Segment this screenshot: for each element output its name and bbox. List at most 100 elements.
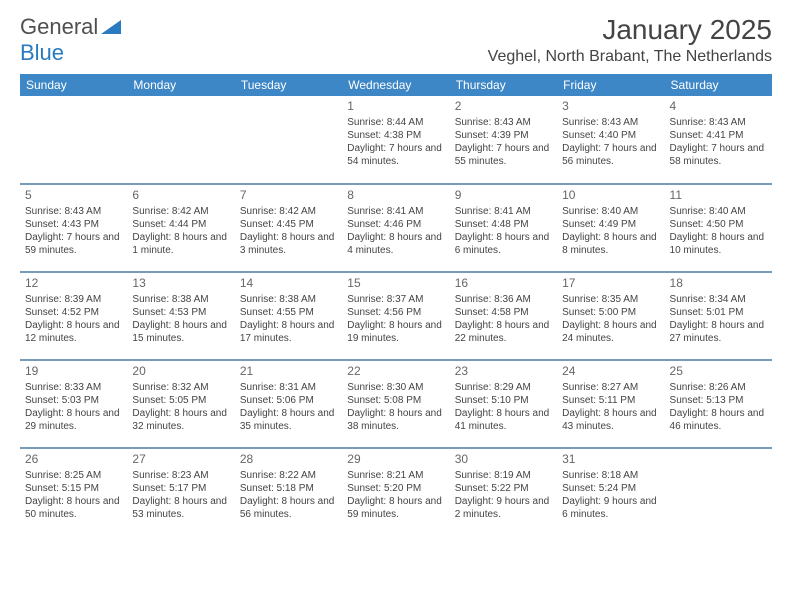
day-number: 10	[562, 188, 659, 204]
sunrise-line: Sunrise: 8:43 AM	[455, 116, 552, 129]
sunset-line: Sunset: 5:20 PM	[347, 482, 444, 495]
sunset-line: Sunset: 4:38 PM	[347, 129, 444, 142]
day-header: Wednesday	[342, 74, 449, 96]
sunset-line: Sunset: 5:10 PM	[455, 394, 552, 407]
day-header: Monday	[127, 74, 234, 96]
sunrise-line: Sunrise: 8:18 AM	[562, 469, 659, 482]
day-number: 9	[455, 188, 552, 204]
day-number: 16	[455, 276, 552, 292]
day-number: 5	[25, 188, 122, 204]
calendar-day: 29Sunrise: 8:21 AMSunset: 5:20 PMDayligh…	[342, 448, 449, 536]
calendar-body: 1Sunrise: 8:44 AMSunset: 4:38 PMDaylight…	[20, 96, 772, 536]
calendar-day: 4Sunrise: 8:43 AMSunset: 4:41 PMDaylight…	[665, 96, 772, 184]
brand-logo: General Blue	[20, 14, 121, 66]
sunrise-line: Sunrise: 8:36 AM	[455, 293, 552, 306]
daylight-line: Daylight: 7 hours and 56 minutes.	[562, 142, 659, 168]
sunset-line: Sunset: 4:53 PM	[132, 306, 229, 319]
daylight-line: Daylight: 8 hours and 56 minutes.	[240, 495, 337, 521]
sunrise-line: Sunrise: 8:22 AM	[240, 469, 337, 482]
calendar-day: 25Sunrise: 8:26 AMSunset: 5:13 PMDayligh…	[665, 360, 772, 448]
sunset-line: Sunset: 5:17 PM	[132, 482, 229, 495]
calendar-day: 27Sunrise: 8:23 AMSunset: 5:17 PMDayligh…	[127, 448, 234, 536]
day-header-row: SundayMondayTuesdayWednesdayThursdayFrid…	[20, 74, 772, 96]
sunrise-line: Sunrise: 8:39 AM	[25, 293, 122, 306]
location: Veghel, North Brabant, The Netherlands	[488, 48, 772, 66]
sunrise-line: Sunrise: 8:33 AM	[25, 381, 122, 394]
sunset-line: Sunset: 4:48 PM	[455, 218, 552, 231]
calendar-day: 26Sunrise: 8:25 AMSunset: 5:15 PMDayligh…	[20, 448, 127, 536]
sunset-line: Sunset: 5:18 PM	[240, 482, 337, 495]
sunrise-line: Sunrise: 8:31 AM	[240, 381, 337, 394]
calendar-day: 8Sunrise: 8:41 AMSunset: 4:46 PMDaylight…	[342, 184, 449, 272]
calendar-day: 23Sunrise: 8:29 AMSunset: 5:10 PMDayligh…	[450, 360, 557, 448]
day-number: 1	[347, 99, 444, 115]
sunrise-line: Sunrise: 8:41 AM	[347, 205, 444, 218]
sunrise-line: Sunrise: 8:37 AM	[347, 293, 444, 306]
daylight-line: Daylight: 8 hours and 1 minute.	[132, 231, 229, 257]
day-number: 15	[347, 276, 444, 292]
daylight-line: Daylight: 8 hours and 46 minutes.	[670, 407, 767, 433]
sunrise-line: Sunrise: 8:26 AM	[670, 381, 767, 394]
sunrise-line: Sunrise: 8:38 AM	[240, 293, 337, 306]
sunrise-line: Sunrise: 8:25 AM	[25, 469, 122, 482]
sunset-line: Sunset: 5:22 PM	[455, 482, 552, 495]
calendar-week: 12Sunrise: 8:39 AMSunset: 4:52 PM Dayligh…	[20, 272, 772, 360]
calendar-day: 3Sunrise: 8:43 AMSunset: 4:40 PMDaylight…	[557, 96, 664, 184]
daylight-line: Daylight: 8 hours and 3 minutes.	[240, 231, 337, 257]
sunset-line: Sunset: 5:06 PM	[240, 394, 337, 407]
sunrise-line: Sunrise: 8:35 AM	[562, 293, 659, 306]
day-number: 28	[240, 452, 337, 468]
sunrise-line: Sunrise: 8:29 AM	[455, 381, 552, 394]
daylight-line: Daylight: 8 hours and 17 minutes.	[240, 319, 337, 345]
calendar-day: 14Sunrise: 8:38 AMSunset: 4:55 PMDayligh…	[235, 272, 342, 360]
sunrise-line: Sunrise: 8:38 AM	[132, 293, 229, 306]
day-number: 14	[240, 276, 337, 292]
sunrise-line: Sunrise: 8:43 AM	[670, 116, 767, 129]
day-number: 12	[25, 276, 122, 292]
day-header: Tuesday	[235, 74, 342, 96]
daylight-line: Daylight: 8 hours and 15 minutes.	[132, 319, 229, 345]
daylight-line: Daylight: 8 hours and 22 minutes.	[455, 319, 552, 345]
sunset-line: Sunset: 4:40 PM	[562, 129, 659, 142]
calendar-blank	[665, 448, 772, 536]
daylight-line: Daylight: 7 hours and 59 minutes.	[25, 231, 122, 257]
sunrise-line: Sunrise: 8:44 AM	[347, 116, 444, 129]
sunset-line: Sunset: 5:08 PM	[347, 394, 444, 407]
day-header: Saturday	[665, 74, 772, 96]
sunrise-line: Sunrise: 8:43 AM	[562, 116, 659, 129]
daylight-line: Daylight: 7 hours and 54 minutes.	[347, 142, 444, 168]
calendar-blank	[20, 96, 127, 184]
day-number: 2	[455, 99, 552, 115]
calendar-blank	[235, 96, 342, 184]
day-number: 18	[670, 276, 767, 292]
daylight-line: Daylight: 8 hours and 4 minutes.	[347, 231, 444, 257]
daylight-line: Daylight: 8 hours and 10 minutes.	[670, 231, 767, 257]
sunset-line: Sunset: 4:56 PM	[347, 306, 444, 319]
calendar-table: SundayMondayTuesdayWednesdayThursdayFrid…	[20, 74, 772, 536]
sunset-line: Sunset: 5:24 PM	[562, 482, 659, 495]
sunset-line: Sunset: 5:03 PM	[25, 394, 122, 407]
calendar-day: 21Sunrise: 8:31 AMSunset: 5:06 PMDayligh…	[235, 360, 342, 448]
daylight-line: Daylight: 8 hours and 32 minutes.	[132, 407, 229, 433]
day-number: 25	[670, 364, 767, 380]
sunset-line: Sunset: 4:52 PM	[25, 306, 122, 319]
calendar-day: 22Sunrise: 8:30 AMSunset: 5:08 PMDayligh…	[342, 360, 449, 448]
day-number: 7	[240, 188, 337, 204]
sunrise-line: Sunrise: 8:40 AM	[562, 205, 659, 218]
daylight-line: Daylight: 8 hours and 6 minutes.	[455, 231, 552, 257]
sunrise-line: Sunrise: 8:23 AM	[132, 469, 229, 482]
sunset-line: Sunset: 5:00 PM	[562, 306, 659, 319]
calendar-day: 18Sunrise: 8:34 AMSunset: 5:01 PMDayligh…	[665, 272, 772, 360]
day-number: 27	[132, 452, 229, 468]
sunset-line: Sunset: 4:46 PM	[347, 218, 444, 231]
daylight-line: Daylight: 8 hours and 8 minutes.	[562, 231, 659, 257]
sunrise-line: Sunrise: 8:41 AM	[455, 205, 552, 218]
daylight-line: Daylight: 9 hours and 2 minutes.	[455, 495, 552, 521]
calendar-week: 26Sunrise: 8:25 AMSunset: 5:15 PMDayligh…	[20, 448, 772, 536]
calendar-day: 19Sunrise: 8:33 AMSunset: 5:03 PMDayligh…	[20, 360, 127, 448]
calendar-head: SundayMondayTuesdayWednesdayThursdayFrid…	[20, 74, 772, 96]
brand-triangle-icon	[101, 14, 121, 40]
calendar-day: 11Sunrise: 8:40 AMSunset: 4:50 PMDayligh…	[665, 184, 772, 272]
calendar-day: 13Sunrise: 8:38 AMSunset: 4:53 PMDayligh…	[127, 272, 234, 360]
sunrise-line: Sunrise: 8:42 AM	[132, 205, 229, 218]
